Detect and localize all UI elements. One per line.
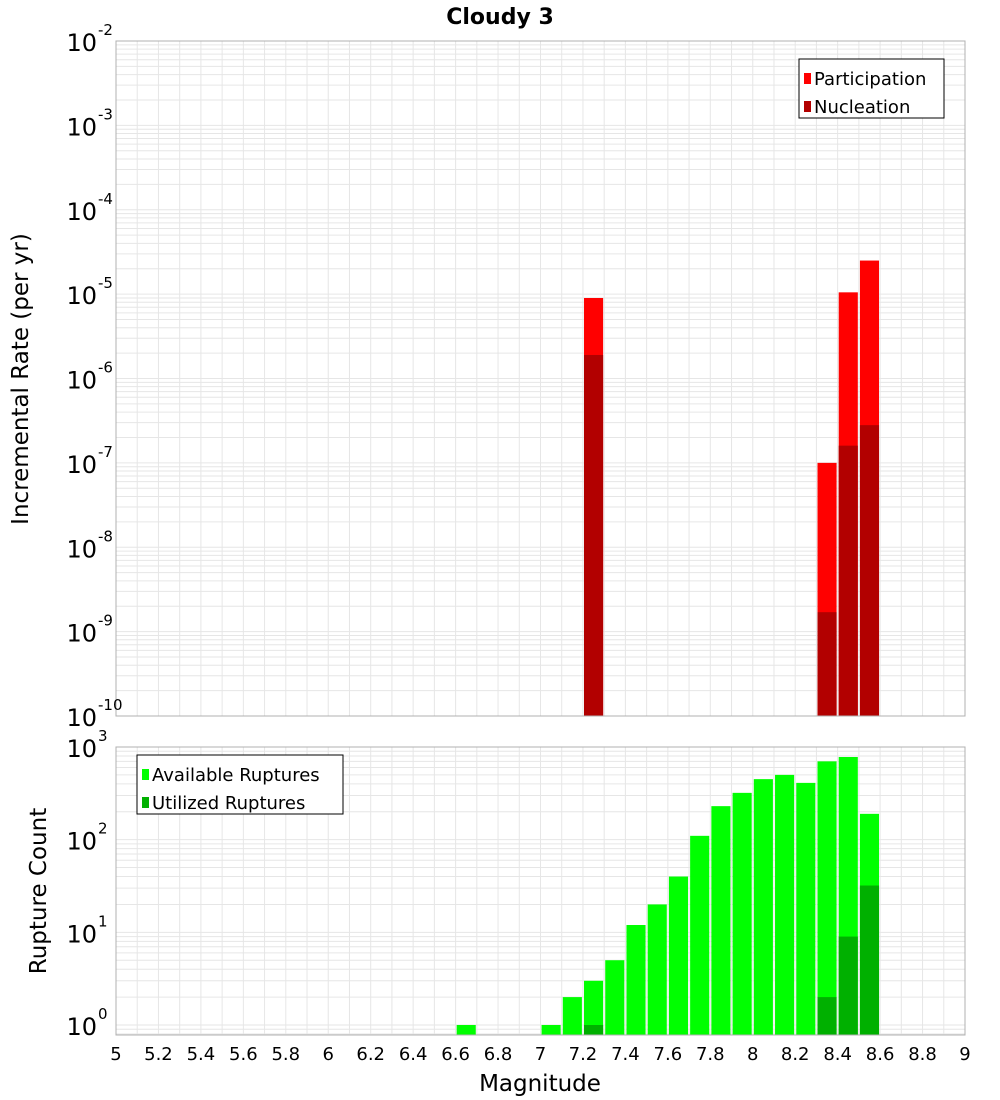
legend-swatch — [804, 73, 811, 84]
x-tick-label: 6.8 — [484, 1044, 513, 1065]
y-tick-label: 10 — [66, 535, 97, 563]
bar-available-ruptures — [711, 806, 731, 1035]
y-tick-label: 10 — [66, 198, 97, 226]
y-tick-label: 10 — [66, 620, 97, 648]
bottom-plot-bars — [456, 756, 880, 1035]
bar-utilized-ruptures — [584, 1025, 604, 1035]
bar-available-ruptures — [817, 761, 837, 1035]
legend-entry: Nucleation — [814, 97, 910, 118]
x-tick-label: 7.2 — [569, 1044, 598, 1065]
x-tick-label: 7.4 — [611, 1044, 640, 1065]
y-tick-label: 10 — [66, 735, 97, 763]
y-tick-exponent: -7 — [98, 443, 113, 461]
bar-nucleation — [584, 354, 604, 716]
bar-nucleation — [838, 445, 858, 716]
bar-available-ruptures — [626, 924, 646, 1035]
x-tick-label: 8.4 — [823, 1044, 852, 1065]
bar-available-ruptures — [668, 876, 689, 1035]
x-tick-label: 6.2 — [356, 1044, 385, 1065]
bar-available-ruptures — [647, 904, 667, 1035]
x-tick-label: 8.8 — [908, 1044, 937, 1065]
legend-entry: Available Ruptures — [152, 765, 320, 786]
bar-utilized-ruptures — [859, 885, 880, 1035]
y-tick-exponent: 0 — [98, 1005, 108, 1023]
bar-utilized-ruptures — [817, 997, 837, 1035]
bottom-y-axis-label: Rupture Count — [26, 808, 52, 974]
y-tick-exponent: -4 — [98, 190, 113, 208]
bar-available-ruptures — [562, 997, 582, 1035]
y-tick-exponent: -2 — [98, 21, 113, 39]
bar-nucleation — [817, 612, 837, 716]
x-axis-ticks: 5 5.2 5.4 5.6 5.8 6 6.2 6.4 6.6 6.8 7 7.2 7.4 7.6 7.8 8… — [110, 1044, 970, 1065]
x-tick-label: 7 — [535, 1044, 546, 1065]
y-tick-exponent: -3 — [98, 105, 113, 123]
y-tick-label: 10 — [66, 113, 97, 141]
bar-utilized-ruptures — [838, 936, 858, 1035]
legend-box — [798, 58, 945, 119]
legend-entry: Participation — [814, 69, 926, 90]
y-tick-exponent: -10 — [98, 696, 123, 714]
x-tick-label: 7.6 — [654, 1044, 683, 1065]
x-tick-label: 5.8 — [271, 1044, 300, 1065]
bar-available-ruptures — [541, 1025, 561, 1035]
y-tick-label: 10 — [66, 920, 97, 948]
y-tick-label: 10 — [66, 29, 97, 57]
y-tick-exponent: 3 — [98, 727, 108, 745]
y-tick-label: 10 — [66, 282, 97, 310]
top-plot-bars — [584, 260, 880, 716]
legend-swatch — [142, 769, 149, 780]
x-tick-label: 6.4 — [399, 1044, 428, 1065]
legend-swatch — [804, 101, 811, 112]
bar-available-ruptures — [732, 792, 752, 1035]
x-tick-label: 6.6 — [441, 1044, 470, 1065]
x-axis-label: Magnitude — [479, 1071, 601, 1097]
bar-available-ruptures — [690, 835, 710, 1035]
x-tick-label: 9 — [959, 1044, 970, 1065]
x-tick-label: 5.6 — [229, 1044, 258, 1065]
bar-available-ruptures — [753, 779, 773, 1035]
x-tick-label: 5 — [110, 1044, 121, 1065]
x-tick-label: 5.4 — [187, 1044, 216, 1065]
y-tick-exponent: -8 — [98, 527, 113, 545]
x-tick-label: 5.2 — [144, 1044, 173, 1065]
bar-available-ruptures — [796, 782, 816, 1035]
bar-available-ruptures — [605, 960, 625, 1035]
y-tick-label: 10 — [66, 828, 97, 856]
bottom-legend: Available Ruptures Utilized Ruptures — [136, 754, 344, 815]
y-tick-exponent: 1 — [98, 912, 108, 930]
bar-available-ruptures — [456, 1025, 476, 1035]
legend-swatch — [142, 797, 149, 808]
x-tick-label: 7.8 — [696, 1044, 725, 1065]
bottom-plot-frame — [115, 746, 966, 1036]
bar-available-ruptures — [584, 980, 604, 1035]
y-tick-exponent: -5 — [98, 274, 113, 292]
y-tick-label: 10 — [66, 451, 97, 479]
chart-title: Cloudy 3 — [446, 5, 554, 30]
x-tick-label: 6 — [323, 1044, 334, 1065]
legend-entry: Utilized Ruptures — [152, 793, 305, 814]
y-tick-exponent: -6 — [98, 359, 113, 377]
bar-available-ruptures — [775, 774, 795, 1035]
top-plot-frame — [115, 40, 966, 717]
x-tick-label: 8.6 — [866, 1044, 895, 1065]
x-tick-label: 8.2 — [781, 1044, 810, 1065]
top-y-axis-label: Incremental Rate (per yr) — [8, 233, 34, 525]
bar-nucleation — [859, 425, 880, 716]
y-tick-exponent: -9 — [98, 612, 113, 630]
top-legend: Participation Nucleation — [798, 58, 945, 119]
x-tick-label: 8 — [747, 1044, 758, 1065]
y-tick-label: 10 — [66, 1013, 97, 1041]
top-plot-grid — [115, 40, 966, 717]
legend-box — [136, 754, 344, 815]
y-tick-label: 10 — [66, 704, 97, 732]
y-tick-exponent: 2 — [98, 820, 108, 838]
y-tick-label: 10 — [66, 367, 97, 395]
